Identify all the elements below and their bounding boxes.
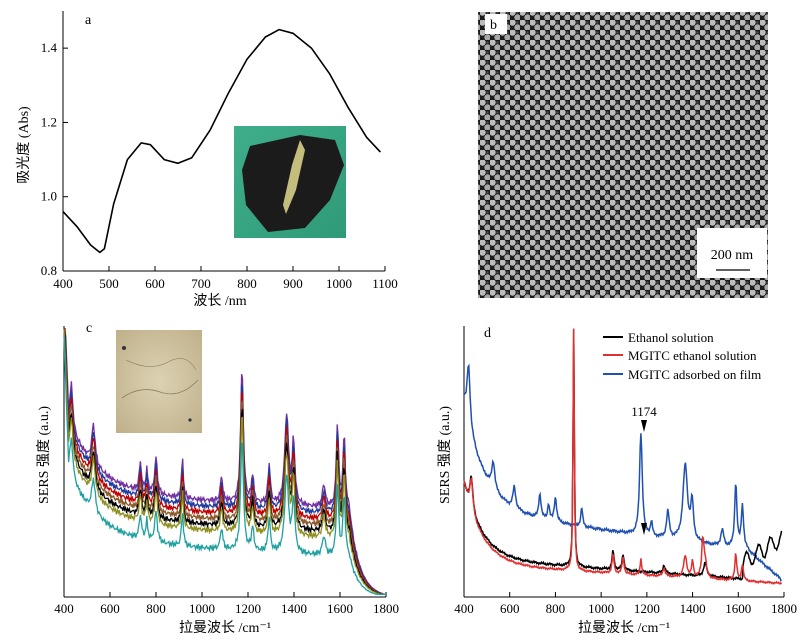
panel-b: b 200 nm bbox=[478, 12, 768, 298]
panel-c-plot: 400 600 800 1000 1200 1400 1600 1800 bbox=[54, 326, 399, 616]
panel-a-y-tick-label: 1.0 bbox=[41, 189, 57, 204]
panel-c-ylabel: SERS 强度 (a.u.) bbox=[36, 406, 52, 504]
legend-label-mgitc-solution: MGITC ethanol solution bbox=[628, 348, 757, 363]
panel-a-x-tick-label: 1100 bbox=[372, 276, 398, 291]
panel-c-x-tick-label: 600 bbox=[100, 601, 120, 616]
panel-d-x-tick-label: 400 bbox=[454, 601, 474, 616]
peak-annotation: 1174 bbox=[631, 404, 657, 419]
panel-c-x-tick-label: 1000 bbox=[189, 601, 215, 616]
panel-c-letter: c bbox=[86, 321, 92, 336]
spectrum-line-1 bbox=[64, 328, 386, 595]
panel-d-x-tick-label: 1400 bbox=[680, 601, 706, 616]
panel-d-x-tick-label: 1000 bbox=[588, 601, 614, 616]
panel-c: c 400 600 800 1000 1200 1400 1600 1800 拉曼波长 /cm… bbox=[36, 321, 399, 636]
panel-c-x-tick-label: 1800 bbox=[373, 601, 399, 616]
panel-d-x-tick-label: 600 bbox=[500, 601, 520, 616]
panel-c-xlabel: 拉曼波长 /cm⁻¹ bbox=[179, 620, 271, 636]
panel-a-y-tick-label: 0.8 bbox=[41, 263, 57, 278]
panel-a-plot: 400 500 600 700 800 900 1000 1100 0.8 1.0 1.2 1.4 bbox=[41, 11, 398, 291]
spectrum-line-3 bbox=[64, 328, 386, 595]
panel-c-x-tick-label: 400 bbox=[54, 601, 74, 616]
panel-a-y-tick-label: 1.2 bbox=[41, 114, 57, 129]
panel-c-inset-photo bbox=[116, 330, 202, 433]
panel-a-ylabel: 吸光度 (Abs) bbox=[16, 106, 32, 184]
panel-d-x-tick-label: 800 bbox=[546, 601, 566, 616]
panel-a-x-tick-label: 700 bbox=[191, 276, 211, 291]
panel-a-x-tick-label: 1000 bbox=[326, 276, 352, 291]
panel-c-x-tick-label: 800 bbox=[146, 601, 166, 616]
panel-c-x-tick-label: 1400 bbox=[281, 601, 307, 616]
panel-a-x-tick-label: 500 bbox=[99, 276, 119, 291]
panel-d-xlabel: 拉曼波长 /cm⁻¹ bbox=[578, 620, 670, 636]
absorbance-curve bbox=[62, 28, 381, 254]
panel-b-letter: b bbox=[490, 18, 497, 33]
panel-a-x-tick-label: 900 bbox=[283, 276, 303, 291]
spectrum-line-6 bbox=[63, 328, 386, 595]
panel-d-plot: 400 600 800 1000 1200 1400 1600 1800 bbox=[454, 326, 797, 616]
peak-arrow-up bbox=[641, 420, 647, 432]
spectrum-mgitc-film bbox=[463, 363, 783, 583]
panel-d: d 400 600 800 1000 1200 1400 1600 1800 Ethanol … bbox=[437, 326, 797, 636]
panel-d-letter: d bbox=[484, 326, 491, 341]
panel-b-letter-box bbox=[485, 14, 507, 34]
panel-a-x-tick-label: 600 bbox=[145, 276, 165, 291]
panel-a-y-tick-label: 1.4 bbox=[41, 40, 58, 55]
scale-bar-label: 200 nm bbox=[711, 248, 754, 263]
spectrum-line-4 bbox=[63, 328, 386, 595]
panel-a-inset-photo bbox=[234, 126, 346, 238]
panel-a-x-tick-label: 800 bbox=[237, 276, 257, 291]
legend-label-mgitc-film: MGITC adsorbed on film bbox=[628, 367, 761, 382]
peak-arrow-down bbox=[641, 523, 647, 535]
panel-a-xlabel: 波长 /nm bbox=[193, 293, 246, 309]
panel-a-x-tick-label: 400 bbox=[53, 276, 73, 291]
panel-d-x-tick-label: 1800 bbox=[771, 601, 797, 616]
panel-a: a 400 500 600 700 800 900 1000 1100 0.8 1.0 1.2 1.4… bbox=[16, 11, 398, 309]
panel-a-letter: a bbox=[85, 13, 92, 28]
spectrum-ethanol bbox=[463, 328, 783, 582]
spectrum-line-2 bbox=[64, 328, 386, 595]
spectrum-line-7 bbox=[63, 335, 386, 595]
legend-label-ethanol: Ethanol solution bbox=[628, 330, 714, 345]
panel-d-x-tick-label: 1600 bbox=[725, 601, 751, 616]
panel-c-x-tick-label: 1200 bbox=[235, 601, 261, 616]
legend: Ethanol solution MGITC ethanol solution … bbox=[603, 330, 761, 382]
panel-d-ylabel: SERS 强度 (a.u.) bbox=[437, 406, 453, 504]
panel-c-x-tick-label: 1600 bbox=[327, 601, 353, 616]
panel-d-x-tick-label: 1200 bbox=[634, 601, 660, 616]
spectrum-line-5 bbox=[63, 328, 386, 595]
spectrum-mgitc-solution bbox=[463, 328, 783, 586]
